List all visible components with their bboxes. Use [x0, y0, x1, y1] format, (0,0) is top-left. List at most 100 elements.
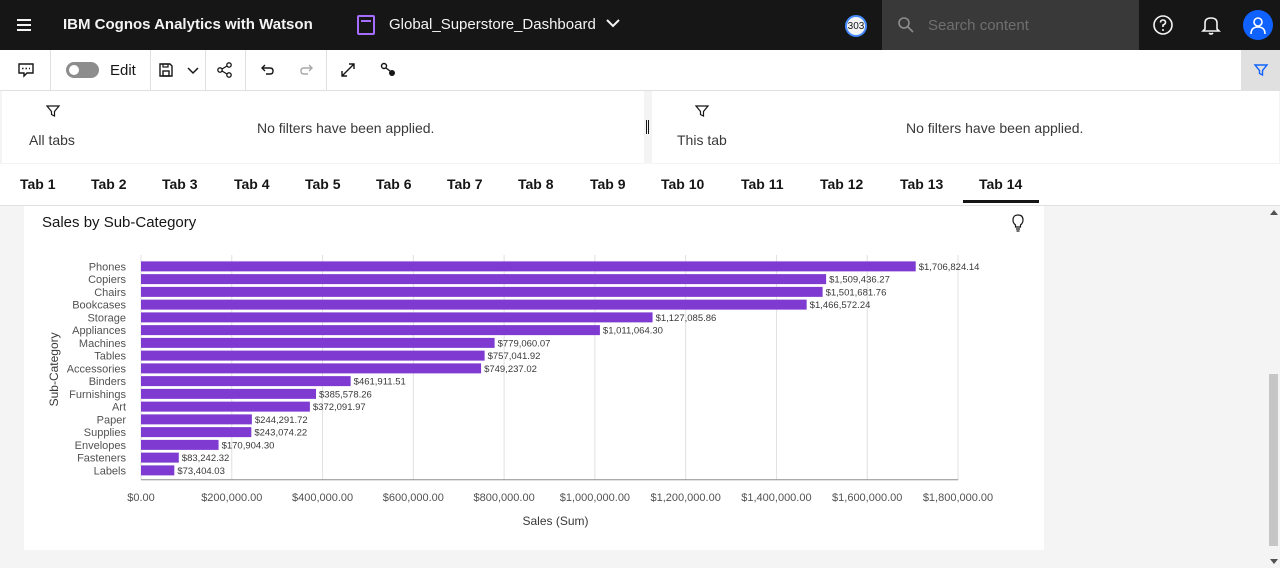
dashboard-tabs: Tab 1 Tab 2 Tab 3 Tab 4 Tab 5 Tab 6 Tab …: [0, 164, 1280, 206]
bell-icon[interactable]: [1199, 13, 1223, 37]
fullscreen-icon[interactable]: [338, 60, 358, 80]
data-label: $1,706,824.14: [919, 262, 980, 273]
category-label: Machines: [79, 338, 127, 350]
undo-icon[interactable]: [257, 60, 277, 80]
all-tabs-message: No filters have been applied.: [257, 120, 435, 136]
tab-2[interactable]: Tab 2: [91, 176, 127, 192]
data-label: $170,904.30: [222, 440, 275, 451]
chart-title: Sales by Sub-Category: [42, 214, 197, 231]
bar: [141, 363, 482, 374]
search-bar: [882, 0, 1139, 50]
tab-3[interactable]: Tab 3: [162, 176, 198, 192]
tab-13[interactable]: Tab 13: [900, 176, 944, 192]
category-label: Bookcases: [72, 300, 126, 312]
scroll-down-arrow-icon[interactable]: [1270, 559, 1278, 564]
this-tab-message: No filters have been applied.: [906, 120, 1084, 136]
relationships-icon[interactable]: [378, 60, 398, 80]
this-tab-filter-pane[interactable]: This tab No filters have been applied.: [652, 91, 1279, 163]
tab-10[interactable]: Tab 10: [661, 176, 705, 192]
data-label: $1,466,572.24: [810, 300, 871, 311]
category-label: Chairs: [94, 287, 126, 299]
bar: [141, 299, 807, 310]
edit-toggle[interactable]: [66, 62, 99, 78]
x-tick-label: $1,600,000.00: [832, 492, 902, 504]
category-label: Accessories: [67, 363, 127, 375]
tab-14[interactable]: Tab 14: [979, 176, 1023, 192]
filter-icon: [46, 105, 60, 117]
data-label: $1,011,064.30: [603, 326, 663, 337]
x-tick-label: $1,000,000.00: [560, 492, 630, 504]
edit-label: Edit: [110, 62, 136, 79]
filter-panel-button[interactable]: [1241, 50, 1280, 90]
data-label: $779,060.07: [498, 338, 551, 349]
data-label: $1,501,681.76: [826, 287, 887, 298]
tab-8[interactable]: Tab 8: [518, 176, 554, 192]
save-menu-chevron-icon[interactable]: [183, 60, 203, 80]
filter-bar: All tabs No filters have been applied. T…: [0, 91, 1280, 164]
data-label: $1,127,085.86: [656, 313, 717, 324]
x-tick-label: $0.00: [127, 492, 155, 504]
user-icon: [1250, 17, 1266, 35]
category-label: Tables: [94, 351, 126, 363]
data-label: $757,041.92: [488, 351, 541, 362]
x-tick-label: $1,800,000.00: [923, 492, 993, 504]
data-label: $385,578.26: [319, 389, 372, 400]
scrollbar-thumb[interactable]: [1269, 374, 1278, 546]
search-icon: [898, 17, 914, 33]
y-axis-title: Sub-Category: [47, 332, 61, 406]
tab-11[interactable]: Tab 11: [741, 176, 784, 192]
toolbar-divider: [326, 50, 327, 90]
data-label: $1,509,436.27: [829, 275, 890, 286]
chevron-down-icon[interactable]: [604, 14, 622, 32]
category-label: Appliances: [72, 325, 126, 337]
comment-icon[interactable]: [16, 60, 36, 80]
x-tick-label: $800,000.00: [474, 492, 535, 504]
bar: [141, 414, 252, 425]
hamburger-menu-icon[interactable]: [12, 13, 36, 37]
search-input[interactable]: [928, 0, 1128, 50]
dashboard-canvas: Sales by Sub-Category $0.00 $200,000.00 $4…: [0, 206, 1268, 568]
x-axis-title: Sales (Sum): [522, 514, 588, 528]
bar: [141, 325, 600, 336]
toolbar-divider: [50, 50, 51, 90]
all-tabs-filter-pane[interactable]: All tabs No filters have been applied.: [2, 91, 644, 163]
category-label: Envelopes: [75, 440, 127, 452]
scroll-up-arrow-icon[interactable]: [1270, 210, 1278, 215]
toolbar-divider: [205, 50, 206, 90]
tab-6[interactable]: Tab 6: [376, 176, 412, 192]
filter-icon: [695, 105, 709, 117]
category-label: Labels: [94, 465, 127, 477]
category-label: Fasteners: [77, 453, 126, 465]
tab-5[interactable]: Tab 5: [305, 176, 341, 192]
category-label: Binders: [89, 376, 127, 388]
data-label: $749,237.02: [484, 364, 537, 375]
toolbar-divider: [245, 50, 246, 90]
bar: [141, 286, 823, 297]
chart-widget[interactable]: Sales by Sub-Category $0.00 $200,000.00 $4…: [24, 206, 1044, 550]
dashboard-name[interactable]: Global_Superstore_Dashboard: [389, 16, 596, 33]
redo-icon[interactable]: [297, 60, 317, 80]
toolbar-divider: [150, 50, 151, 90]
tab-4[interactable]: Tab 4: [234, 176, 270, 192]
filter-pane-splitter[interactable]: [646, 120, 649, 134]
tab-9[interactable]: Tab 9: [590, 176, 626, 192]
bar: [141, 439, 219, 450]
save-icon[interactable]: [156, 60, 176, 80]
bar: [141, 376, 351, 387]
share-icon[interactable]: [215, 60, 235, 80]
category-label: Copiers: [88, 274, 126, 286]
lightbulb-insights-icon[interactable]: [1011, 214, 1025, 232]
tab-12[interactable]: Tab 12: [820, 176, 864, 192]
tab-7[interactable]: Tab 7: [447, 176, 483, 192]
filter-icon: [1253, 64, 1268, 77]
bar: [141, 388, 317, 399]
category-label: Supplies: [84, 427, 127, 439]
help-icon[interactable]: [1151, 13, 1175, 37]
notification-count-badge[interactable]: 303: [845, 15, 867, 37]
x-tick-label: $600,000.00: [383, 492, 444, 504]
data-label: $83,242.32: [182, 453, 230, 464]
tab-1[interactable]: Tab 1: [20, 176, 56, 192]
x-tick-label: $200,000.00: [201, 492, 262, 504]
user-avatar[interactable]: [1243, 10, 1273, 40]
data-label: $372,091.97: [313, 402, 366, 413]
